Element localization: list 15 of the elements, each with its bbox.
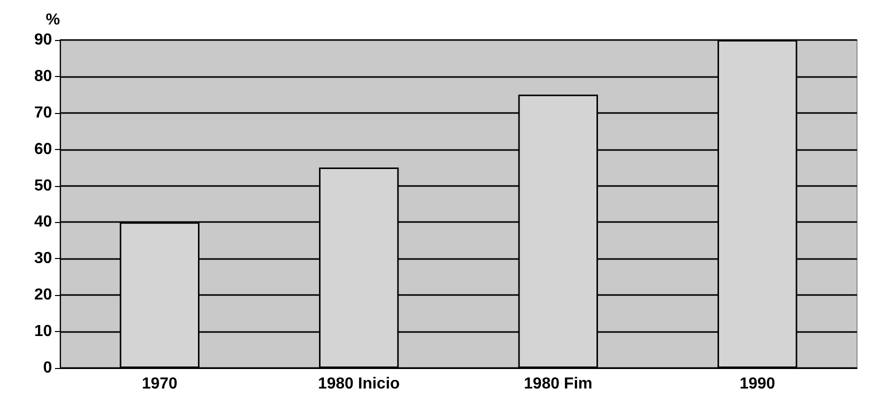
x-tick-label: 1980 Fim <box>524 376 592 392</box>
y-axis-title: % <box>46 12 60 28</box>
y-tick-label: 50 <box>34 177 52 194</box>
y-tick-label: 30 <box>34 250 52 268</box>
y-tick-label: 90 <box>34 32 52 48</box>
y-tick-label: 40 <box>34 214 52 231</box>
y-tick-label: 80 <box>34 68 52 85</box>
y-tick-label: 20 <box>34 286 52 304</box>
y-tick-label: 60 <box>34 140 52 158</box>
y-tick-label: 70 <box>34 104 52 122</box>
x-tick-label: 1970 <box>142 376 178 392</box>
y-tick-label: 0 <box>43 360 52 376</box>
x-tick-label: 1990 <box>740 376 776 392</box>
x-tick-label: 1980 Inicio <box>318 376 400 392</box>
y-tick-label: 10 <box>34 323 52 340</box>
